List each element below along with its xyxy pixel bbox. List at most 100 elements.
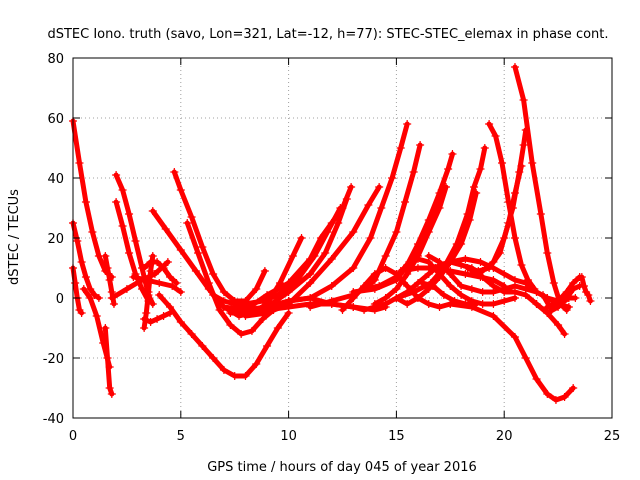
data-point xyxy=(161,225,170,233)
data-point xyxy=(159,312,168,320)
data-point xyxy=(209,291,218,299)
data-point xyxy=(107,390,116,398)
data-point xyxy=(446,300,455,308)
data-point xyxy=(306,303,315,311)
data-point xyxy=(142,276,151,284)
data-point xyxy=(176,246,185,254)
data-point xyxy=(194,249,203,257)
data-point xyxy=(523,276,532,284)
data-point xyxy=(429,282,438,290)
y-axis-label: dSTEC / TECUs xyxy=(7,189,22,285)
data-point xyxy=(388,174,397,182)
data-point xyxy=(510,276,519,284)
data-point xyxy=(429,210,438,218)
data-series xyxy=(241,204,345,308)
data-point xyxy=(327,255,336,263)
data-series xyxy=(543,294,580,311)
data-point xyxy=(586,297,595,305)
data-series xyxy=(112,198,153,305)
data-point xyxy=(226,309,235,317)
data-point xyxy=(413,255,422,263)
series-trace xyxy=(264,121,410,310)
data-point xyxy=(360,285,369,293)
data-series xyxy=(467,126,530,275)
data-point xyxy=(457,282,466,290)
data-point xyxy=(284,297,293,305)
data-point xyxy=(88,228,97,236)
data-point xyxy=(584,291,593,299)
data-point xyxy=(476,165,485,173)
data-point xyxy=(392,285,401,293)
data-point xyxy=(539,291,548,299)
series-trace xyxy=(171,169,268,304)
data-point xyxy=(403,282,412,290)
data-point xyxy=(504,198,513,206)
y-tick-label: 40 xyxy=(47,172,64,187)
data-point xyxy=(457,291,466,299)
data-point xyxy=(543,249,552,257)
data-point xyxy=(463,210,472,218)
data-point xyxy=(577,273,586,281)
data-point xyxy=(159,264,168,272)
data-point xyxy=(375,183,384,191)
data-point xyxy=(252,360,261,368)
x-tick-label: 25 xyxy=(604,429,621,444)
data-point xyxy=(441,183,450,191)
data-point xyxy=(498,159,507,167)
data-series xyxy=(170,168,269,305)
data-point xyxy=(79,285,88,293)
data-point xyxy=(381,264,390,272)
data-point xyxy=(467,267,476,275)
data-point xyxy=(258,297,267,305)
data-point xyxy=(336,204,345,212)
data-point xyxy=(370,300,379,308)
data-series xyxy=(446,300,578,404)
data-point xyxy=(170,168,179,176)
data-point xyxy=(517,261,526,269)
data-series xyxy=(370,183,450,308)
data-point xyxy=(530,285,539,293)
data-point xyxy=(146,318,155,326)
data-point xyxy=(237,330,246,338)
data-point xyxy=(562,288,571,296)
data-point xyxy=(293,276,302,284)
data-point xyxy=(260,267,269,275)
data-point xyxy=(489,312,498,320)
data-point xyxy=(439,291,448,299)
data-point xyxy=(148,300,157,308)
data-point xyxy=(219,303,228,311)
data-series xyxy=(241,183,384,320)
data-point xyxy=(263,303,272,311)
data-point xyxy=(500,297,509,305)
data-point xyxy=(500,234,509,242)
data-point xyxy=(112,198,121,206)
data-point xyxy=(140,264,149,272)
data-point xyxy=(92,312,101,320)
data-point xyxy=(153,315,162,323)
data-point xyxy=(409,288,418,296)
data-point xyxy=(485,120,494,128)
data-point xyxy=(321,249,330,257)
data-point xyxy=(461,270,470,278)
x-tick-label: 15 xyxy=(388,429,405,444)
series-trace xyxy=(243,184,382,319)
data-point xyxy=(366,234,375,242)
data-point xyxy=(413,294,422,302)
x-tick-label: 10 xyxy=(280,429,297,444)
data-point xyxy=(554,321,563,329)
data-point xyxy=(560,330,569,338)
x-tick-label: 0 xyxy=(69,429,77,444)
data-point xyxy=(435,270,444,278)
data-point xyxy=(144,288,153,296)
data-point xyxy=(342,195,351,203)
data-point xyxy=(510,333,519,341)
data-point xyxy=(176,288,185,296)
series-trace xyxy=(447,301,576,403)
data-point xyxy=(140,324,149,332)
axis-ticks: 0 5 10 15 20 25 -40 -20 0 20 40 60 80 xyxy=(43,52,621,444)
data-point xyxy=(94,294,103,302)
data-point xyxy=(424,300,433,308)
data-point xyxy=(349,303,358,311)
data-point xyxy=(381,294,390,302)
data-point xyxy=(118,222,127,230)
